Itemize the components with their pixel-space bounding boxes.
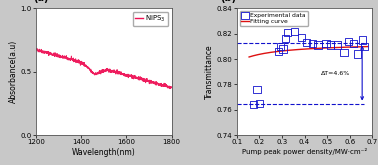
Text: ΔT=4.6%: ΔT=4.6% (321, 71, 350, 76)
Experimental data (256, 102, 262, 105)
Experimental data (323, 43, 329, 45)
Experimental data (309, 43, 315, 45)
Line: Fitting curve: Fitting curve (249, 47, 368, 57)
Experimental data (334, 44, 340, 46)
Experimental data (355, 53, 361, 55)
Fitting curve (247, 56, 251, 58)
Fitting curve (318, 47, 322, 49)
Experimental data (285, 31, 291, 34)
Fitting curve (363, 46, 367, 48)
X-axis label: Pump peak power density/MW·cm⁻²: Pump peak power density/MW·cm⁻² (242, 148, 367, 155)
Fitting curve (303, 48, 308, 50)
Experimental data (341, 51, 347, 54)
Legend: Experimental data, Fitting curve: Experimental data, Fitting curve (240, 11, 308, 26)
Experimental data (350, 43, 356, 45)
Text: (a): (a) (33, 0, 49, 3)
Fitting curve (311, 48, 316, 50)
Fitting curve (344, 46, 349, 48)
Text: (b): (b) (220, 0, 237, 3)
Experimental data (298, 36, 304, 39)
Experimental data (291, 30, 297, 33)
Experimental data (315, 44, 321, 46)
X-axis label: Wavelength(nm): Wavelength(nm) (72, 148, 136, 157)
Experimental data (254, 88, 260, 91)
Y-axis label: Absorbance(a.u): Absorbance(a.u) (9, 40, 18, 103)
Fitting curve (304, 48, 308, 50)
Legend: NiPS$_3$: NiPS$_3$ (133, 12, 168, 26)
Experimental data (282, 37, 288, 40)
Experimental data (327, 44, 333, 46)
Experimental data (361, 45, 367, 48)
Experimental data (251, 103, 257, 106)
Experimental data (345, 40, 352, 43)
Experimental data (280, 48, 286, 50)
Fitting curve (366, 46, 370, 48)
Experimental data (304, 41, 310, 44)
Experimental data (276, 50, 282, 53)
Experimental data (278, 45, 284, 48)
Experimental data (359, 39, 365, 41)
Y-axis label: Transmittance: Transmittance (205, 44, 214, 99)
